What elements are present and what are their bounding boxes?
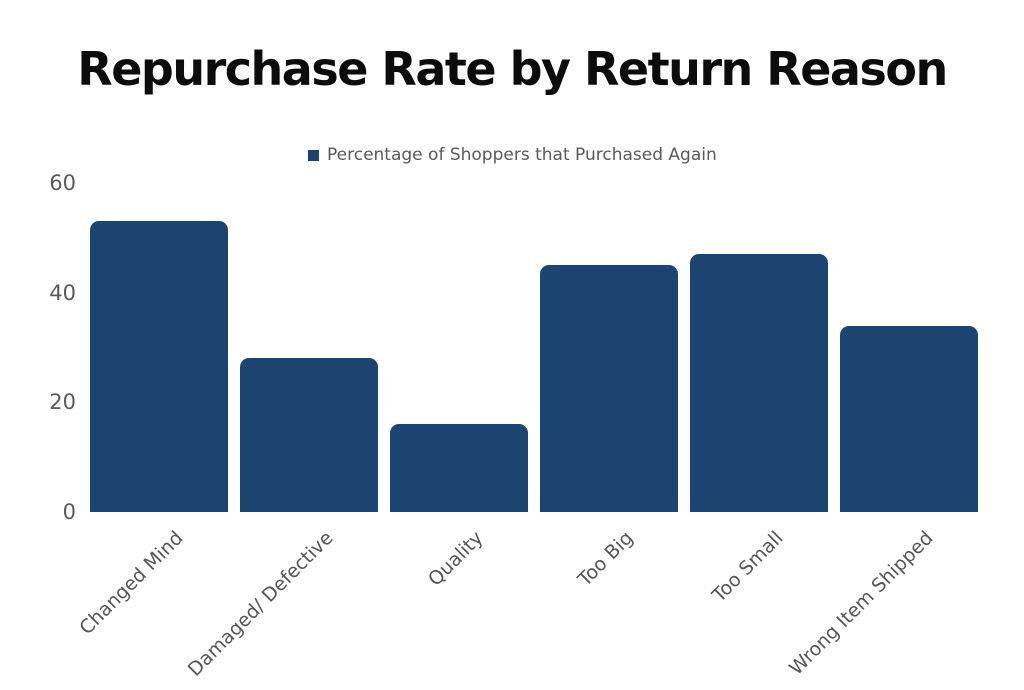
bar-damaged-defective (240, 358, 378, 512)
chart-title: Repurchase Rate by Return Reason (77, 42, 948, 96)
y-tick-label: 60 (49, 171, 76, 195)
y-tick-label: 40 (49, 280, 76, 305)
bar-quality (390, 424, 528, 512)
y-tick-label: 20 (49, 390, 76, 415)
legend-marker-icon (308, 149, 319, 161)
bar-too-small (690, 254, 828, 512)
legend: Percentage of Shoppers that Purchased Ag… (308, 145, 717, 165)
bar-changed-mind (90, 221, 228, 512)
bar-wrong-item-shipped (840, 325, 978, 512)
legend-label: Percentage of Shoppers that Purchased Ag… (327, 145, 717, 165)
bar-too-big (540, 265, 678, 512)
y-tick-label: 0 (62, 500, 76, 524)
x-category-label: Changed Mind (75, 527, 188, 640)
